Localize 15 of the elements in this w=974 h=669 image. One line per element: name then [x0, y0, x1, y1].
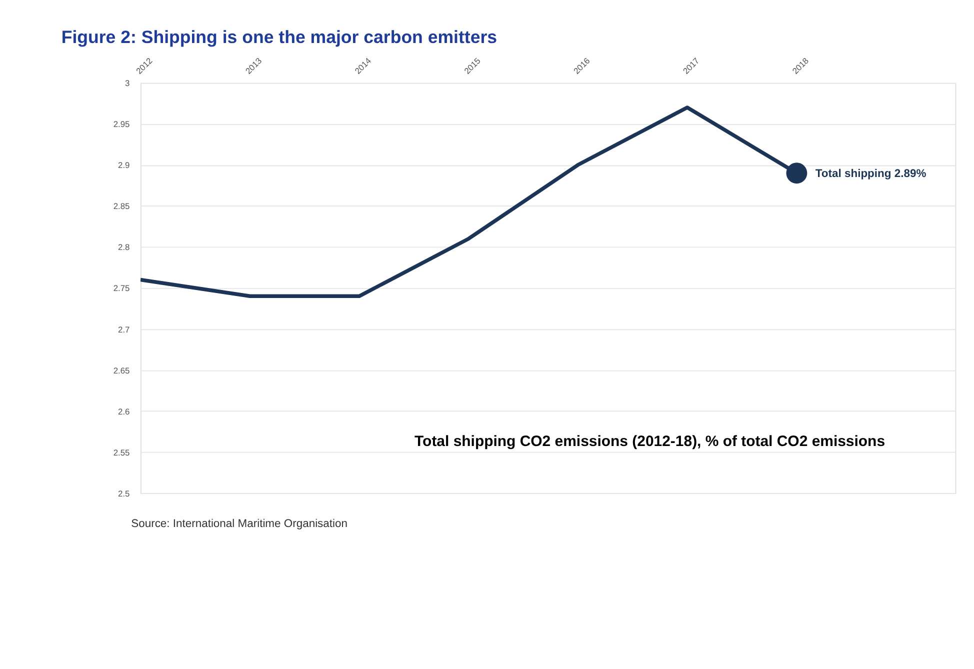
y-tick-label: 2.8 [118, 242, 130, 252]
chart-title: Figure 2: Shipping is one the major carbon emitters [61, 27, 498, 48]
text: Total shipping CO2 emissions (2012-18), % of total CO2 emissions [414, 433, 886, 450]
y-tick-label: 2.85 [113, 201, 130, 212]
y-tick-label: 2.9 [118, 160, 130, 170]
y-tick-label: 2.75 [113, 283, 130, 294]
y-tick-label: 2.6 [118, 406, 130, 416]
annotation: Total shipping 2.89% [815, 168, 926, 180]
y-tick-label: 3 [125, 78, 130, 88]
y-tick-label: 2.65 [113, 365, 130, 376]
source-note: Source: International Maritime Organisation [131, 518, 348, 530]
y-tick-label: 2.95 [113, 119, 130, 130]
y-tick-label: 2.55 [113, 447, 130, 458]
y-tick-label: 2.5 [118, 488, 130, 498]
y-tick-label: 2.7 [118, 324, 130, 334]
